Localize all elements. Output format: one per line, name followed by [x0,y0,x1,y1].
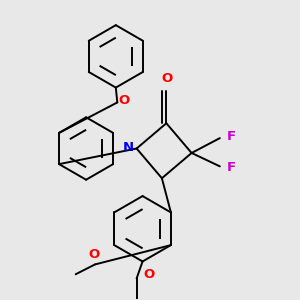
Text: O: O [118,94,130,107]
Text: F: F [226,161,236,174]
Text: O: O [88,248,99,262]
Text: O: O [143,268,154,281]
Text: N: N [122,140,134,154]
Text: F: F [226,130,236,143]
Text: O: O [161,72,172,85]
